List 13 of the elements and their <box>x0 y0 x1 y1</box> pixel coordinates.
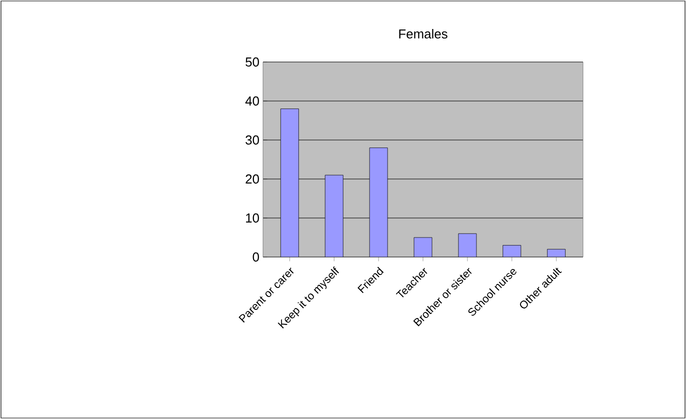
y-tick-label: 30 <box>246 135 259 145</box>
y-tick-label: 40 <box>245 96 259 106</box>
y-tick-label: 50 <box>246 57 259 67</box>
y-tick-label: 20 <box>246 174 259 184</box>
bar <box>369 148 388 257</box>
bar <box>280 108 299 257</box>
bar <box>458 233 477 257</box>
chart-title: Females <box>399 28 448 39</box>
bar <box>502 245 521 257</box>
bar <box>414 237 432 257</box>
y-tick-label: 10 <box>246 213 259 223</box>
y-tick-label: 0 <box>252 252 259 262</box>
bar <box>324 174 344 257</box>
